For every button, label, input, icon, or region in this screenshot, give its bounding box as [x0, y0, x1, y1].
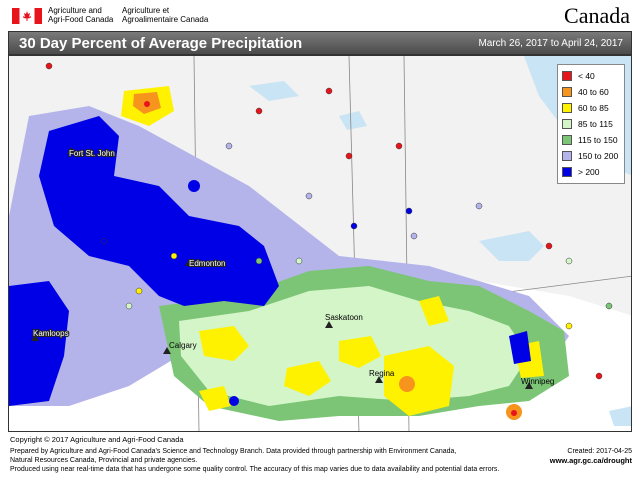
city-label: Calgary [169, 341, 197, 350]
created-date: Created: 2017-04-25 [567, 448, 632, 455]
legend-swatch [562, 87, 572, 97]
zone-gt-200 [9, 116, 531, 406]
legend-label: 115 to 150 [578, 135, 618, 145]
legend-swatch [562, 167, 572, 177]
legend-label: < 40 [578, 71, 595, 81]
city-regina: Regina [369, 369, 395, 383]
legend-label: 150 to 200 [578, 151, 619, 161]
legend-item: 85 to 115 [562, 116, 620, 132]
legend-label: 85 to 115 [578, 119, 613, 129]
footer-line: Produced using near real-time data that … [10, 466, 500, 473]
city-label: Kamloops [33, 329, 69, 338]
canada-wordmark: Canada [564, 3, 630, 28]
city-label: Regina [369, 369, 395, 378]
city-kamloops: Kamloops [31, 328, 70, 341]
legend-label: 40 to 60 [578, 87, 609, 97]
map-legend: < 40 40 to 60 60 to 85 85 to 115 115 to 150 1… [557, 64, 625, 184]
footer-notes: Prepared by Agriculture and Agri-Food Ca… [10, 447, 530, 474]
legend-item: 60 to 85 [562, 100, 620, 116]
map-canvas: Fort St. John Edmonton Saskatoon Calgary… [9, 56, 631, 431]
city-edmonton: Edmonton [185, 258, 226, 269]
header: Agriculture and Agri-Food Canada Agricul… [0, 0, 640, 30]
website-link[interactable]: www.agr.gc.ca/drought [549, 456, 632, 465]
map-title: 30 Day Percent of Average Precipitation [19, 35, 303, 52]
legend-swatch [562, 135, 572, 145]
legend-item: < 40 [562, 68, 620, 84]
legend-item: 40 to 60 [562, 84, 620, 100]
city-label: Winnipeg [521, 377, 554, 386]
city-label: Edmonton [189, 259, 225, 268]
legend-label: > 200 [578, 167, 600, 177]
city-calgary: Calgary [163, 341, 197, 354]
date-range: March 26, 2017 to April 24, 2017 [478, 38, 623, 49]
canada-flag-icon [12, 8, 42, 24]
precipitation-map: Fort St. John Edmonton Saskatoon Calgary… [8, 55, 632, 432]
legend-item: 115 to 150 [562, 132, 620, 148]
city-label: Saskatoon [325, 313, 363, 322]
legend-swatch [562, 119, 572, 129]
copyright: Copyright © 2017 Agriculture and Agri-Fo… [10, 435, 184, 444]
department-name-fr: Agriculture et Agroalimentaire Canada [122, 6, 209, 24]
zone-60-85 [121, 86, 544, 416]
legend-label: 60 to 85 [578, 103, 609, 113]
station-dots [45, 62, 613, 380]
footer-line: Natural Resources Canada, Provincial and… [10, 457, 198, 464]
legend-item: 150 to 200 [562, 148, 620, 164]
city-label: Fort St. John [69, 149, 115, 158]
title-bar: 30 Day Percent of Average Precipitation … [8, 31, 632, 55]
zone-lt-40 [144, 101, 517, 416]
footer-line: Prepared by Agriculture and Agri-Food Ca… [10, 448, 457, 455]
city-fort-st-john: Fort St. John [67, 147, 116, 159]
legend-swatch [562, 151, 572, 161]
legend-item: > 200 [562, 164, 620, 180]
legend-swatch [562, 103, 572, 113]
legend-swatch [562, 71, 572, 81]
city-saskatoon: Saskatoon [325, 313, 363, 328]
city-winnipeg: Winnipeg [521, 377, 554, 389]
department-name-en: Agriculture and Agri-Food Canada [48, 6, 114, 24]
